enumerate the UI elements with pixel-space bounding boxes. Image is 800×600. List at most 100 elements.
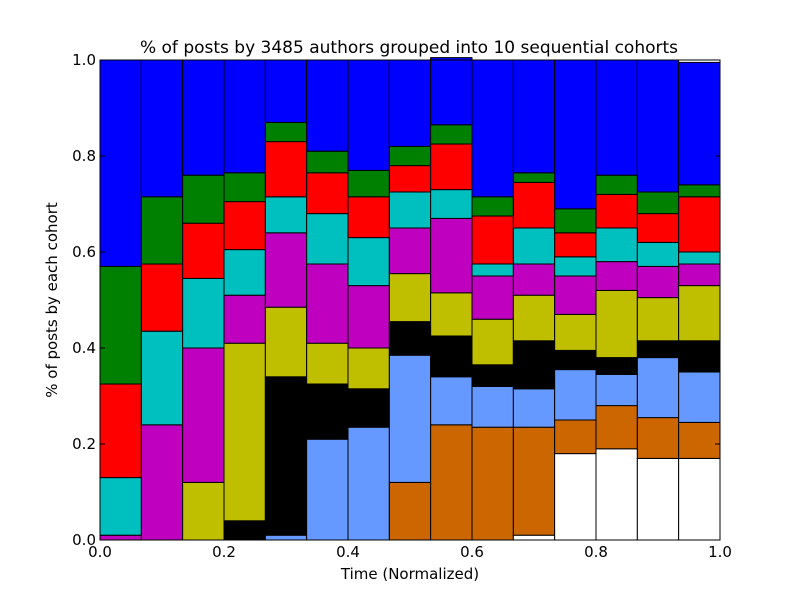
- bar-segment-cohort-3-bin-9: [430, 143, 473, 191]
- plot-frame: [99, 59, 721, 541]
- bar-segment-cohort-6-bin-11: [512, 294, 556, 342]
- bar-segment-cohort-9-bin-11: [512, 426, 556, 536]
- bar-segment-cohort-2-bin-4: [223, 172, 266, 203]
- bar-segment-cohort-4-bin-1: [99, 477, 142, 536]
- bar-segment-cohort-8-bin-9: [430, 376, 473, 426]
- bar-segment-cohort-3-bin-15: [678, 196, 721, 253]
- bar-segment-cohort-8-bin-6: [306, 438, 349, 541]
- y-tick-label: 0.6: [72, 243, 96, 261]
- bar-segment-cohort-3-bin-11: [512, 181, 556, 229]
- bar-segment-cohort-6-bin-7: [347, 347, 390, 390]
- bar-segment-cohort-3-bin-3: [182, 222, 225, 279]
- bar-segment-cohort-9-bin-10: [471, 426, 514, 541]
- bar-segment-cohort-4-bin-5: [264, 196, 308, 234]
- bar-segment-cohort-9-bin-15: [678, 421, 721, 459]
- bar-segment-cohort-1-bin-6: [306, 59, 349, 152]
- bar-segment-cohort-1-bin-13: [595, 59, 638, 176]
- y-tick-label: 0.2: [72, 435, 96, 453]
- x-tick-label: 0.6: [460, 543, 484, 561]
- bar-segment-cohort-5-bin-3: [182, 347, 225, 483]
- bar-segment-cohort-1-bin-14: [636, 59, 680, 193]
- bar-segment-cohort-10-bin-12: [554, 453, 597, 541]
- bar-segment-cohort-9-bin-14: [636, 417, 680, 459]
- bar-segment-cohort-10-bin-13: [595, 448, 638, 541]
- bar-segment-cohort-2-bin-14: [636, 191, 680, 215]
- bar-segment-cohort-10-bin-14: [636, 457, 680, 541]
- x-tick-label: 1.0: [708, 543, 732, 561]
- bar-segment-cohort-8-bin-14: [636, 357, 680, 419]
- bar-segment-cohort-6-bin-13: [595, 289, 638, 359]
- bar-segment-cohort-7-bin-15: [678, 340, 721, 373]
- bar-segment-cohort-7-bin-6: [306, 383, 349, 440]
- bar-segment-cohort-6-bin-14: [636, 297, 680, 342]
- bar-segment-cohort-6-bin-10: [471, 318, 514, 366]
- bar-segment-cohort-8-bin-10: [471, 385, 514, 428]
- x-tick-label: 0.4: [336, 543, 360, 561]
- y-tick-label: 0.0: [72, 531, 96, 549]
- bar-segment-cohort-4-bin-14: [636, 241, 680, 267]
- bar-segment-cohort-3-bin-13: [595, 193, 638, 229]
- bar-segment-cohort-1-bin-8: [388, 59, 432, 147]
- bar-segment-cohort-8-bin-12: [554, 369, 597, 421]
- bar-segment-cohort-4-bin-3: [182, 277, 225, 349]
- bar-segment-cohort-6-bin-9: [430, 292, 473, 337]
- bar-segment-cohort-4-bin-15: [678, 251, 721, 265]
- bar-segment-cohort-7-bin-11: [512, 340, 556, 390]
- bar-segment-cohort-1-bin-11: [512, 59, 556, 174]
- bar-segment-cohort-7-bin-8: [388, 321, 432, 356]
- bar-segment-cohort-1-bin-15: [678, 61, 721, 186]
- bar-segment-cohort-3-bin-4: [223, 201, 266, 251]
- x-axis-label: Time (Normalized): [340, 565, 479, 583]
- bar-segment-cohort-5-bin-2: [140, 424, 184, 541]
- bar-segment-cohort-2-bin-11: [512, 172, 556, 183]
- bar-segment-cohort-3-bin-8: [388, 165, 432, 193]
- bar-segment-cohort-5-bin-4: [223, 294, 266, 344]
- bar-segment-cohort-5-bin-15: [678, 263, 721, 287]
- bar-segment-cohort-3-bin-5: [264, 141, 308, 198]
- bar-segment-cohort-4-bin-10: [471, 263, 514, 277]
- bar-segment-cohort-2-bin-2: [140, 196, 184, 265]
- bar-segment-cohort-1-bin-3: [182, 59, 225, 176]
- bar-segment-cohort-7-bin-12: [554, 349, 597, 371]
- bar-segment-cohort-4-bin-9: [430, 189, 473, 219]
- bar-segment-cohort-2-bin-7: [347, 169, 390, 198]
- bar-segment-cohort-8-bin-5: [264, 534, 308, 541]
- bar-segment-cohort-6-bin-6: [306, 342, 349, 385]
- bar-segment-cohort-5-bin-7: [347, 285, 390, 349]
- bar-segment-cohort-1-bin-12: [554, 59, 597, 210]
- bar-segment-cohort-5-bin-12: [554, 275, 597, 315]
- bar-segment-cohort-3-bin-7: [347, 196, 390, 239]
- bar-segment-cohort-6-bin-5: [264, 306, 308, 378]
- bar-segment-cohort-8-bin-13: [595, 373, 638, 407]
- bar-segment-cohort-5-bin-10: [471, 275, 514, 320]
- x-tick-label: 0.2: [212, 543, 236, 561]
- bar-segment-cohort-3-bin-1: [99, 383, 142, 479]
- bar-segment-cohort-2-bin-8: [388, 145, 432, 167]
- bar-segment-cohort-7-bin-10: [471, 364, 514, 387]
- bar-segment-cohort-7-bin-13: [595, 357, 638, 375]
- bar-segment-cohort-5-bin-1: [99, 534, 142, 541]
- bar-segment-cohort-5-bin-8: [388, 227, 432, 275]
- bar-segment-cohort-2-bin-6: [306, 150, 349, 174]
- bar-segment-cohort-5-bin-5: [264, 232, 308, 308]
- bar-segment-cohort-4-bin-13: [595, 227, 638, 263]
- bar-segment-cohort-7-bin-4: [223, 520, 266, 541]
- bar-segment-cohort-7-bin-9: [430, 335, 473, 378]
- bar-segment-cohort-3-bin-6: [306, 172, 349, 215]
- bar-segment-cohort-8-bin-15: [678, 371, 721, 423]
- bar-segment-cohort-2-bin-13: [595, 174, 638, 195]
- bar-segment-cohort-5-bin-9: [430, 217, 473, 294]
- bar-segment-cohort-1-bin-9: [430, 57, 473, 126]
- x-tick-label: 0.0: [88, 543, 112, 561]
- bar-segment-cohort-3-bin-14: [636, 213, 680, 243]
- bar-segment-cohort-9-bin-9: [430, 424, 473, 541]
- y-tick-label: 1.0: [72, 51, 96, 69]
- bar-segment-cohort-4-bin-4: [223, 249, 266, 296]
- bar-segment-cohort-9-bin-13: [595, 405, 638, 450]
- bar-segment-cohort-3-bin-10: [471, 215, 514, 265]
- bar-segment-cohort-1-bin-7: [347, 59, 390, 171]
- bar-segment-cohort-1-bin-5: [264, 59, 308, 123]
- bar-segment-cohort-2-bin-9: [430, 124, 473, 145]
- chart-title: % of posts by 3485 authors grouped into …: [140, 38, 678, 58]
